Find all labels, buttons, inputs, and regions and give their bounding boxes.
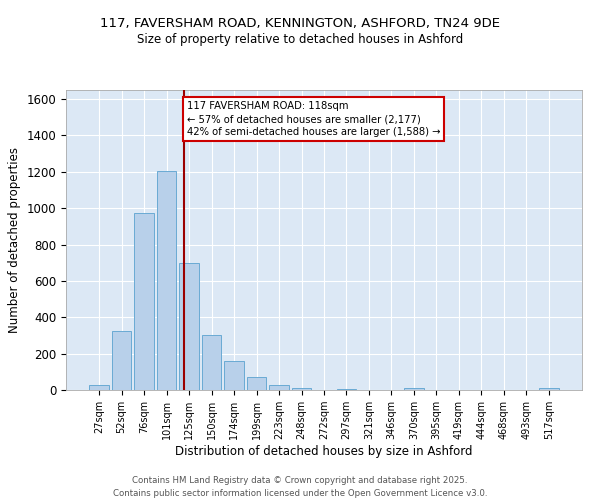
Bar	[404, 388, 424, 390]
Bar	[179, 262, 199, 390]
Y-axis label: Number of detached properties: Number of detached properties	[8, 147, 21, 333]
Bar	[337, 388, 356, 390]
Text: 117 FAVERSHAM ROAD: 118sqm
← 57% of detached houses are smaller (2,177)
42% of s: 117 FAVERSHAM ROAD: 118sqm ← 57% of deta…	[187, 101, 440, 138]
Bar	[247, 376, 266, 390]
Bar	[134, 212, 154, 390]
Text: 117, FAVERSHAM ROAD, KENNINGTON, ASHFORD, TN24 9DE: 117, FAVERSHAM ROAD, KENNINGTON, ASHFORD…	[100, 18, 500, 30]
Text: Contains HM Land Registry data © Crown copyright and database right 2025.
Contai: Contains HM Land Registry data © Crown c…	[113, 476, 487, 498]
X-axis label: Distribution of detached houses by size in Ashford: Distribution of detached houses by size …	[175, 445, 473, 458]
Bar	[112, 331, 131, 390]
Bar	[224, 362, 244, 390]
Bar	[269, 385, 289, 390]
Bar	[539, 388, 559, 390]
Bar	[157, 171, 176, 390]
Bar	[89, 386, 109, 390]
Bar	[202, 334, 221, 390]
Bar	[292, 388, 311, 390]
Text: Size of property relative to detached houses in Ashford: Size of property relative to detached ho…	[137, 32, 463, 46]
